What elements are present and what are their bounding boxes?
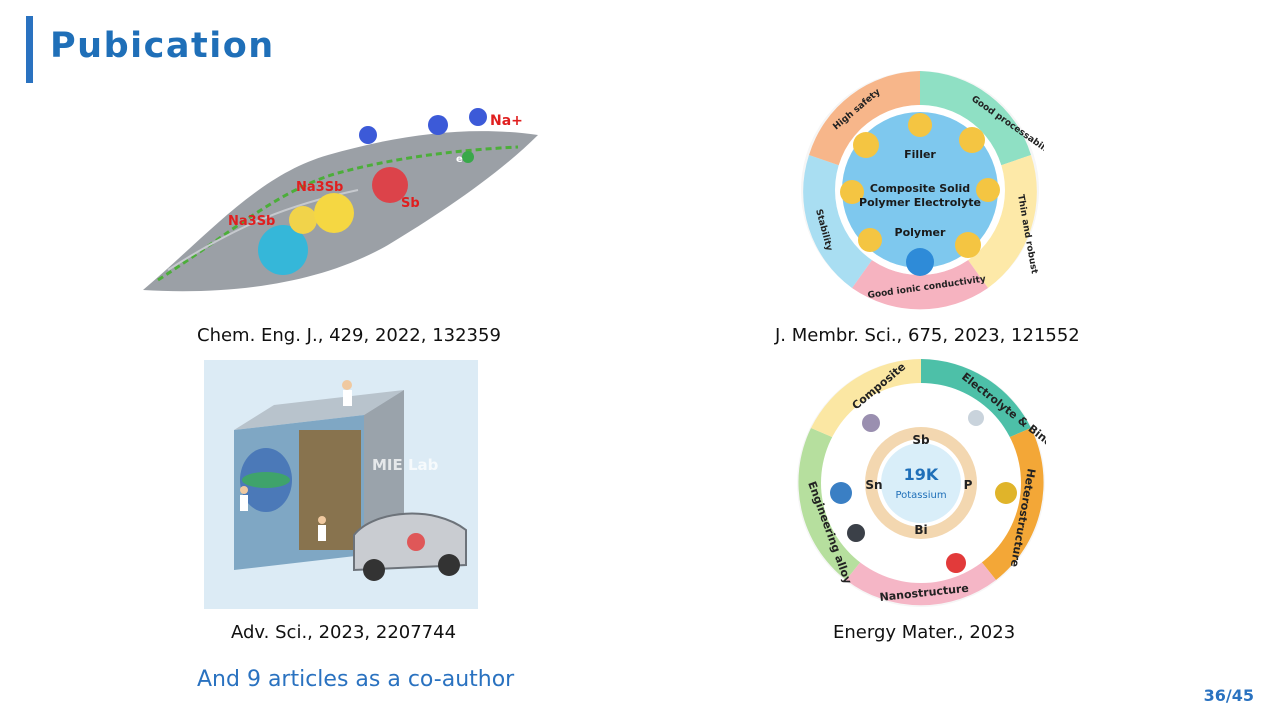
figure-adv-sci: MIE Lab xyxy=(204,360,478,609)
label-na3sb-upper: Na3Sb xyxy=(296,180,343,195)
slide-title: Pubication xyxy=(50,26,275,66)
coauthor-note: And 9 articles as a co-author xyxy=(197,667,515,692)
label-center-element: 19K xyxy=(904,465,939,484)
label-element-sn: Sn xyxy=(865,478,882,492)
label-electron: e xyxy=(456,154,463,165)
page-number: 36/45 xyxy=(1203,686,1254,705)
figure-energy-mater: Composite Electrolyte & Binder Heterostr… xyxy=(797,359,1046,607)
title-accent-bar xyxy=(26,16,33,83)
label-center-name: Potassium xyxy=(895,490,946,501)
label-sb: Sb xyxy=(401,196,420,211)
label-polymer: Polymer xyxy=(895,226,946,239)
figure-j-membr-sci: Good processability Good processability … xyxy=(801,71,1044,310)
label-na-ion: Na+ xyxy=(490,113,523,129)
label-element-sb: Sb xyxy=(912,433,930,447)
label-filler: Filler xyxy=(904,148,936,161)
citation-adv-sci: Adv. Sci., 2023, 2207744 xyxy=(231,622,457,643)
label-center-line1: Composite Solid xyxy=(870,182,970,195)
label-element-bi: Bi xyxy=(914,523,927,537)
label-center-line2: Polymer Electrolyte xyxy=(859,196,981,209)
citation-chem-eng-j: Chem. Eng. J., 429, 2022, 132359 xyxy=(197,325,501,346)
citation-energy-mater: Energy Mater., 2023 xyxy=(833,622,1016,643)
label-element-p: P xyxy=(964,478,973,492)
figure-chem-eng-j: Na+ Na3Sb Na3Sb Sb e xyxy=(143,108,538,292)
citation-j-membr-sci: J. Membr. Sci., 675, 2023, 121552 xyxy=(775,325,1080,346)
label-lab-logo: MIE Lab xyxy=(372,456,439,474)
label-na3sb-lower: Na3Sb xyxy=(228,214,275,229)
